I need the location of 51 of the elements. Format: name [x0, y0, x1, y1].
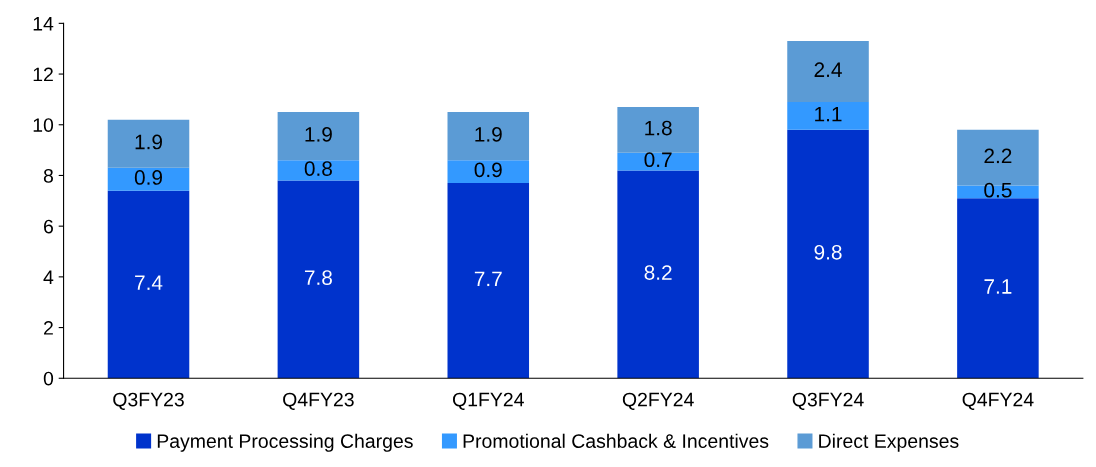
data-label: 1.9	[305, 127, 332, 142]
data-label: 2.4	[814, 62, 842, 77]
x-tick-label: Q4FY24	[962, 392, 1034, 410]
data-label: 0.5	[984, 182, 1012, 198]
bar	[107, 119, 190, 168]
bar	[617, 107, 699, 153]
legend-label: Direct Expenses	[819, 433, 959, 452]
bar	[107, 167, 190, 191]
y-tick-label: 0	[43, 371, 54, 386]
bar	[617, 170, 699, 379]
bar	[447, 183, 530, 379]
data-label: 7.1	[984, 279, 1012, 294]
data-label: 1.9	[475, 127, 502, 142]
y-tick-label: 8	[43, 168, 53, 183]
bar	[787, 101, 869, 130]
y-tick-label: 10	[33, 118, 54, 132]
data-label: 9.8	[814, 244, 842, 260]
bar	[447, 160, 530, 184]
bar	[277, 180, 360, 379]
x-tick-label: Q3FY23	[113, 392, 184, 410]
x-tick-label: Q1FY24	[452, 392, 524, 410]
bar	[277, 112, 360, 161]
data-label: 7.8	[304, 270, 332, 285]
y-tick-label: 4	[43, 270, 54, 284]
data-label: 0.9	[474, 162, 502, 178]
x-tick-label: Q4FY23	[283, 392, 354, 410]
data-label: 0.7	[644, 152, 672, 168]
y-tick-label: 6	[44, 219, 53, 234]
x-tick-label: Q2FY24	[622, 392, 694, 410]
bar	[957, 198, 1039, 379]
bar	[107, 190, 190, 379]
y-tick-label: 12	[33, 67, 53, 82]
data-label: 8.2	[644, 265, 672, 280]
data-label: 7.7	[474, 271, 502, 287]
data-label: 0.8	[304, 161, 332, 176]
y-tick-label: 2	[44, 321, 53, 335]
bar	[787, 41, 869, 102]
data-label: 2.2	[984, 148, 1012, 164]
legend-label: Promotional Cashback & Incentives	[463, 433, 769, 448]
x-tick-label: Q3FY24	[792, 392, 864, 410]
bar	[787, 129, 869, 379]
bar	[277, 160, 360, 181]
data-label: 7.4	[135, 275, 163, 290]
bar	[447, 112, 530, 161]
data-label: 1.8	[645, 120, 672, 136]
y-tick-label: 14	[33, 17, 54, 31]
data-label: 0.9	[134, 170, 162, 185]
legend-label: Payment Processing Charges	[157, 433, 413, 452]
bar	[617, 152, 699, 171]
data-label: 1.9	[135, 134, 162, 150]
data-label: 1.1	[815, 106, 842, 122]
